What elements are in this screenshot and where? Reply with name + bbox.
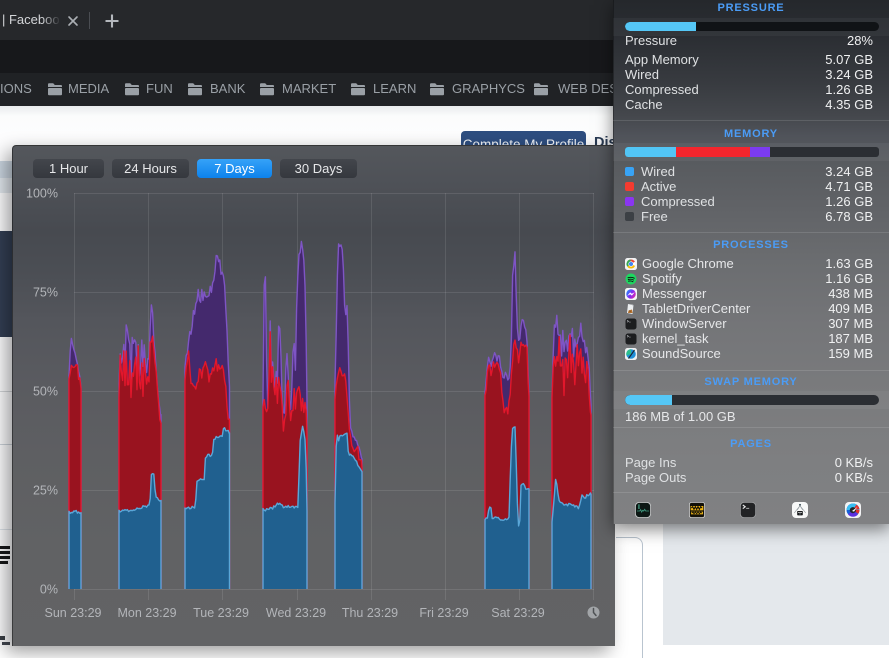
svg-text:50%: 50% <box>33 385 58 399</box>
svg-text:Tue 23:29: Tue 23:29 <box>193 606 249 620</box>
svg-text:Thu 23:29: Thu 23:29 <box>342 606 398 620</box>
svg-text:Mon 23:29: Mon 23:29 <box>117 606 176 620</box>
svg-text:Wed 23:29: Wed 23:29 <box>266 606 326 620</box>
svg-text:100%: 100% <box>26 187 58 201</box>
svg-text:Sun 23:29: Sun 23:29 <box>45 606 102 620</box>
svg-text:25%: 25% <box>33 484 58 498</box>
svg-text:0%: 0% <box>40 583 58 597</box>
svg-text:Sat 23:29: Sat 23:29 <box>491 606 545 620</box>
svg-text:75%: 75% <box>33 286 58 300</box>
svg-text:Fri 23:29: Fri 23:29 <box>419 606 468 620</box>
